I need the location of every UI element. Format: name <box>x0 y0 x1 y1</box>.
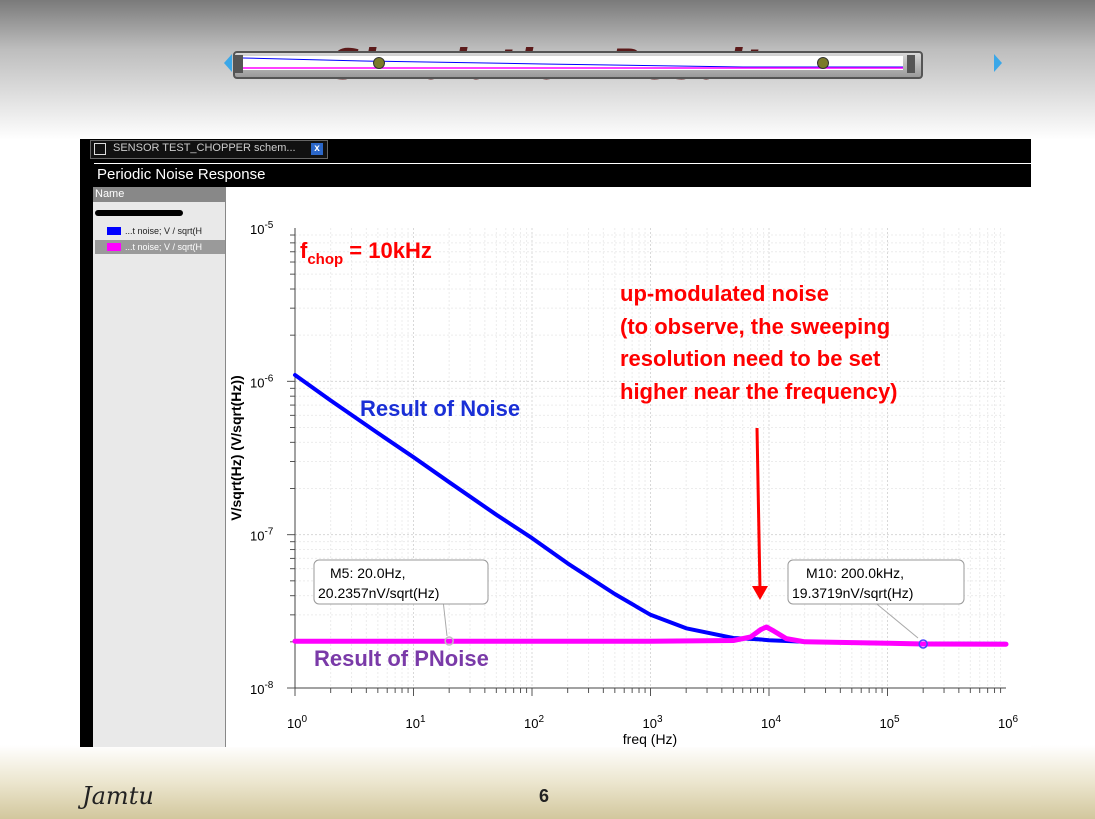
legend-item-pnoise[interactable]: ...t noise; V / sqrt(H <box>95 240 225 254</box>
zoom-scrollbar[interactable] <box>233 51 923 79</box>
close-icon[interactable]: x <box>311 143 323 155</box>
author-signature: Jamtu <box>82 782 154 810</box>
scrollbar-left-handle[interactable] <box>235 55 243 73</box>
legend-item-label: ...t noise; V / sqrt(H <box>125 226 203 236</box>
tab-label: SENSOR TEST_CHOPPER schem... <box>113 142 296 154</box>
page-number: 6 <box>538 786 549 806</box>
scrollbar-knob-right[interactable] <box>817 57 829 69</box>
panel-title: Periodic Noise Response <box>94 163 1031 186</box>
scrollbar-preview-svg <box>242 57 903 69</box>
schematic-icon <box>94 143 106 155</box>
scroll-right-arrow-icon[interactable] <box>994 54 1002 72</box>
legend-header: Name <box>93 187 225 202</box>
legend-swatch-blue <box>107 227 121 235</box>
preview-noise-line <box>242 57 903 68</box>
plot-area[interactable] <box>226 187 1031 747</box>
scrollbar-preview <box>242 56 903 70</box>
scrollbar-knob-left[interactable] <box>373 57 385 69</box>
waveform-window: SENSOR TEST_CHOPPER schem... x Periodic … <box>80 139 1031 747</box>
legend-item-label: ...t noise; V / sqrt(H <box>125 242 203 252</box>
slide-footer-background <box>0 745 1095 819</box>
scrollbar-right-handle[interactable] <box>907 55 915 73</box>
legend-panel: Name ...t noise; V / sqrt(H ...t noise; … <box>93 187 226 747</box>
legend-scroll-handle[interactable] <box>95 210 183 216</box>
legend-swatch-magenta <box>107 243 121 251</box>
tab-bar: SENSOR TEST_CHOPPER schem... x <box>80 139 1031 159</box>
legend-item-noise[interactable]: ...t noise; V / sqrt(H <box>95 224 225 238</box>
tab-schematic[interactable]: SENSOR TEST_CHOPPER schem... x <box>90 140 328 159</box>
scroll-left-arrow-icon[interactable] <box>224 54 232 72</box>
